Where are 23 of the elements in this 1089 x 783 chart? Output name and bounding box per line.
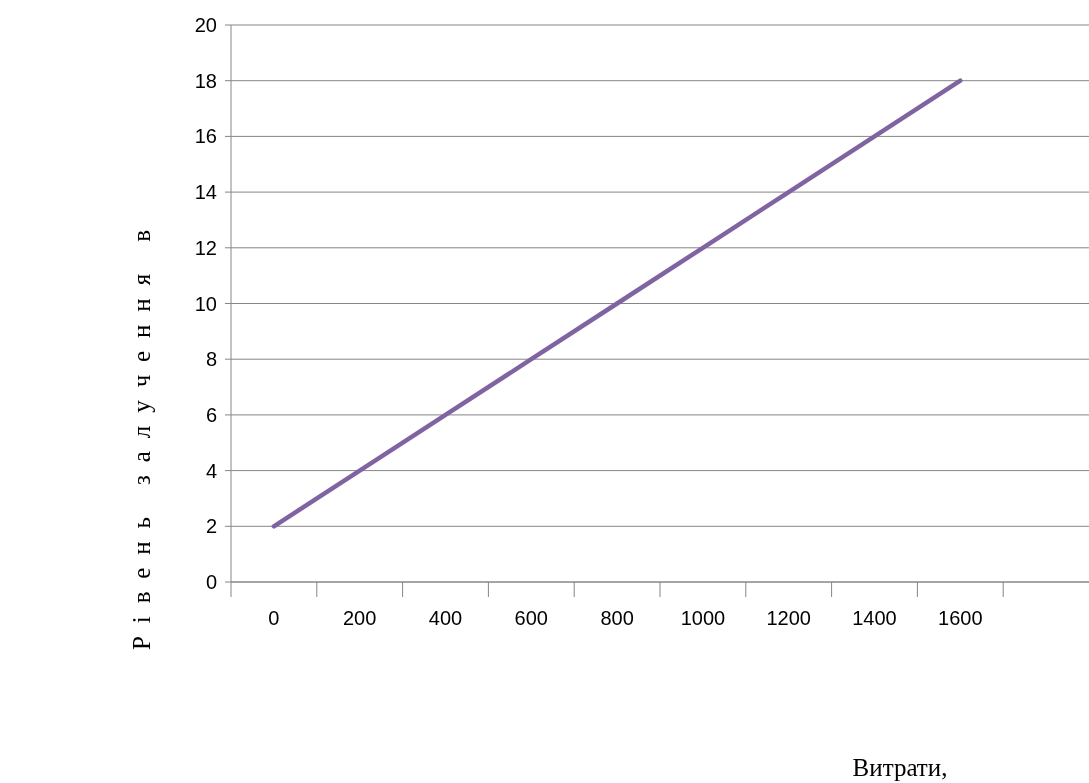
x-tick-label: 0 bbox=[268, 607, 280, 629]
x-tick-label: 1600 bbox=[938, 607, 983, 629]
x-tick-label: 1000 bbox=[680, 607, 726, 629]
y-tick-label: 10 bbox=[194, 292, 217, 315]
x-tick-label: 400 bbox=[428, 607, 463, 629]
y-tick-label: 6 bbox=[205, 403, 217, 426]
y-axis-title: Рівень залучення в bbox=[128, 230, 155, 650]
y-tick-label: 12 bbox=[194, 236, 217, 259]
line-series bbox=[271, 78, 963, 529]
y-tick-label: 20 bbox=[194, 14, 217, 36]
y-tick-label: 4 bbox=[205, 459, 217, 482]
x-tick-label: 1200 bbox=[766, 607, 811, 629]
y-tick-label: 2 bbox=[205, 515, 217, 538]
y-tick-label: 16 bbox=[194, 125, 217, 148]
x-tick-label: 1400 bbox=[852, 607, 897, 629]
x-tick-label: 600 bbox=[514, 607, 548, 629]
y-tick-label: 18 bbox=[194, 69, 217, 92]
x-tick-label: 800 bbox=[600, 607, 634, 629]
y-tick-label: 0 bbox=[205, 571, 217, 593]
x-axis-title: Витрати, bbox=[852, 754, 948, 781]
y-tick-label: 8 bbox=[205, 348, 217, 371]
x-tick-label: 200 bbox=[343, 607, 377, 629]
y-tick-label: 14 bbox=[194, 181, 217, 204]
